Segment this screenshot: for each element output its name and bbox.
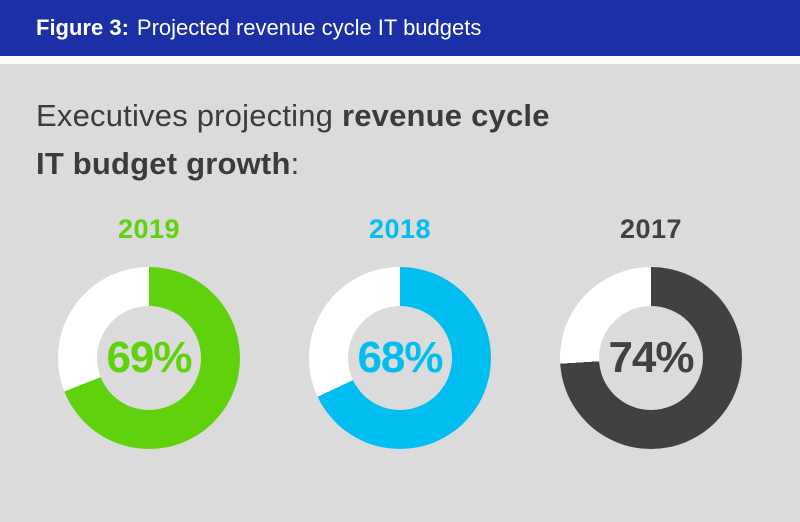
figure-title: Projected revenue cycle IT budgets — [136, 15, 482, 40]
donut-2017-year-label: 2017 — [619, 214, 683, 245]
donut-2019-value: 69% — [106, 333, 192, 383]
donut-2019-hole: 69% — [97, 306, 201, 411]
donut-2018-year-label: 2018 — [368, 214, 432, 245]
donut-2017: 2017 74% — [560, 214, 742, 450]
donut-row: 2019 69% 2018 68% 2017 — [36, 214, 764, 450]
donut-2017-value: 74% — [608, 333, 694, 383]
heading-text-normal: Executives projecting — [36, 98, 342, 133]
heading-colon: : — [290, 146, 300, 182]
donut-2017-ring: 74% — [560, 267, 742, 450]
heading-text-bold-2: IT budget growth — [36, 146, 291, 182]
heading-text-bold-1: revenue cycle — [341, 98, 550, 133]
chart-panel: Executives projecting revenue cycle IT b… — [0, 64, 800, 522]
figure-label: Figure 3: — [36, 15, 129, 40]
donut-2019: 2019 69% — [58, 214, 240, 450]
donut-2019-year-label: 2019 — [117, 214, 181, 245]
donut-2019-ring: 69% — [58, 267, 240, 450]
donut-2018-value: 68% — [357, 333, 443, 383]
donut-2018-ring: 68% — [309, 267, 491, 450]
chart-heading: Executives projecting revenue cycle IT b… — [36, 92, 764, 188]
donut-2018-hole: 68% — [348, 306, 452, 411]
figure-header: Figure 3: Projected revenue cycle IT bud… — [0, 0, 800, 56]
donut-2017-hole: 74% — [599, 306, 703, 411]
donut-2018: 2018 68% — [309, 214, 491, 450]
